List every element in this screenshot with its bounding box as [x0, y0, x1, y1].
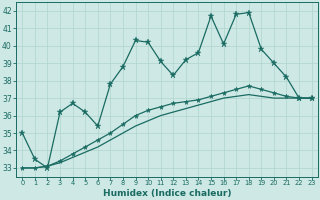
X-axis label: Humidex (Indice chaleur): Humidex (Indice chaleur): [103, 189, 231, 198]
